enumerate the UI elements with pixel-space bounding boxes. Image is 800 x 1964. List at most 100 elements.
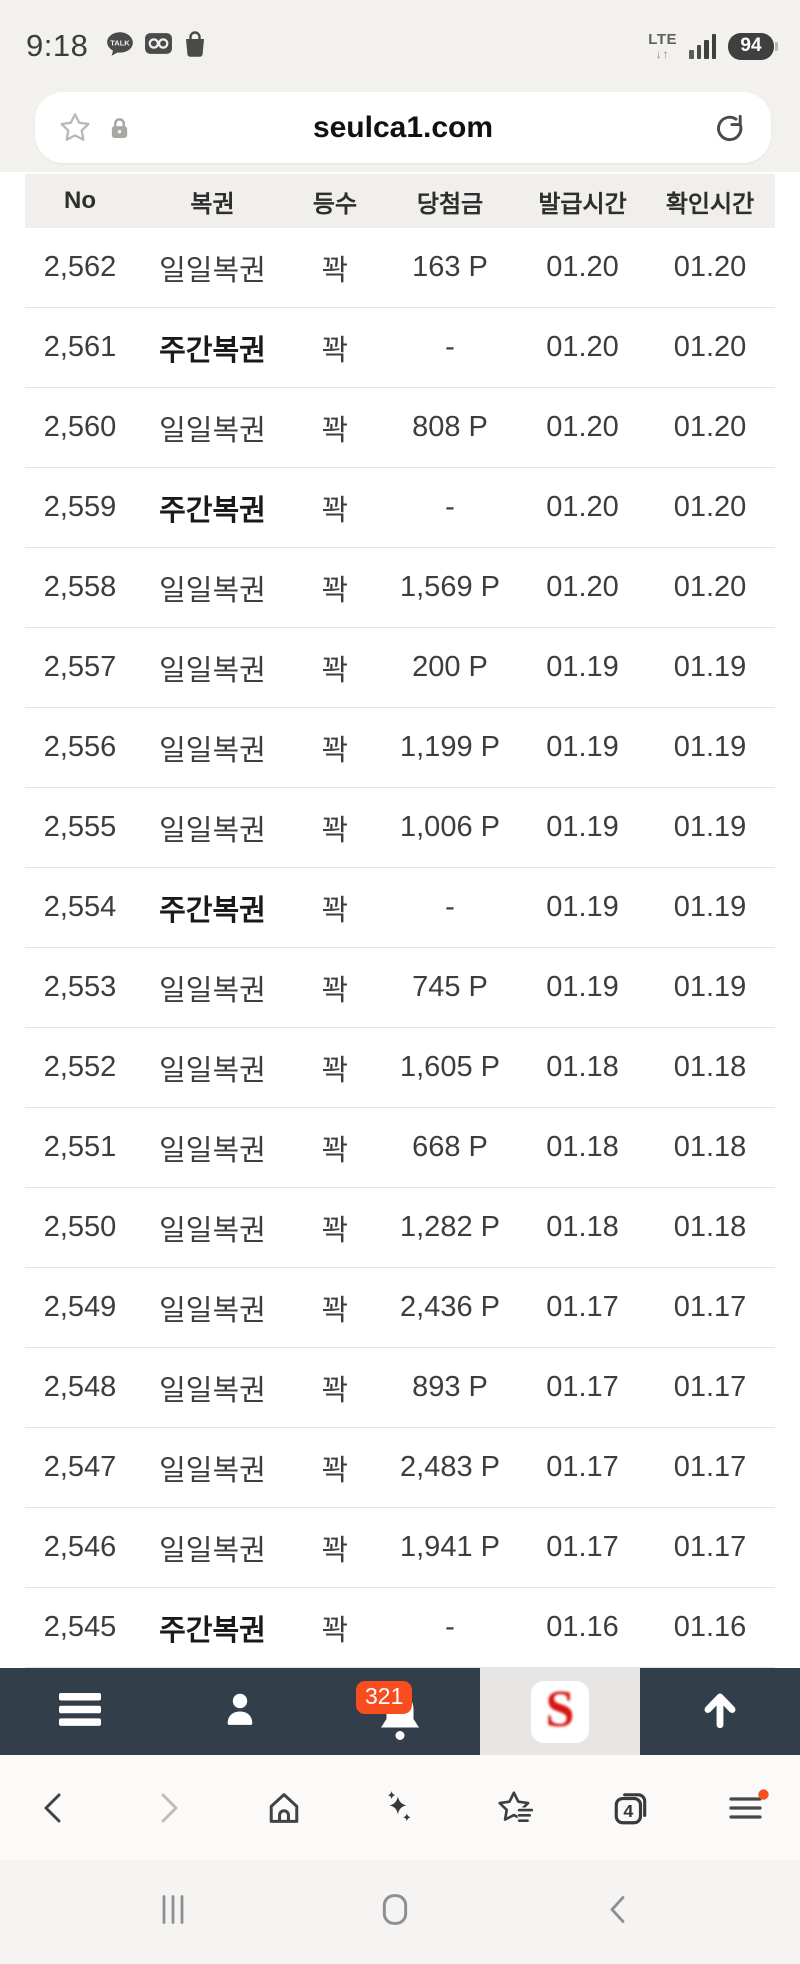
cell-rank: 꽉 [321,894,349,927]
cell-rank: 꽉 [321,254,349,287]
cell-prize: 893 P [412,1371,488,1403]
table-row[interactable]: 2,548 일일복권 꽉 893 P 01.17 01.17 [25,1348,775,1428]
cell-issued-time: 01.16 [546,1611,619,1643]
android-back-button[interactable] [606,1895,628,1930]
home-button[interactable] [382,1894,408,1931]
browser-bookmarks-button[interactable] [493,1785,539,1831]
cell-no: 2,556 [43,731,117,763]
site-home-logo-button[interactable]: S [480,1668,640,1755]
address-bar[interactable]: seulca1.com [35,92,771,163]
sparkles-icon [387,1790,411,1821]
cell-lottery-type: 일일복권 [159,734,266,767]
cell-checked-time: 01.19 [673,971,747,1003]
table-row[interactable]: 2,546 일일복권 꽉 1,941 P 01.17 01.17 [25,1508,775,1588]
cell-lottery-type: 일일복권 [159,974,266,1007]
cell-rank: 꽉 [321,1534,349,1567]
forward-icon [161,1793,178,1822]
table-row[interactable]: 2,551 일일복권 꽉 668 P 01.18 01.18 [25,1108,775,1188]
cell-checked-time: 01.18 [673,1211,747,1243]
browser-forward-button[interactable] [146,1785,192,1831]
cell-checked-time: 01.17 [673,1291,747,1323]
browser-home-button[interactable] [261,1785,307,1831]
table-row[interactable]: 2,547 일일복권 꽉 2,483 P 01.17 01.17 [25,1428,775,1508]
table-row[interactable]: 2,545 주간복권 꽉 - 01.16 01.16 [25,1588,775,1668]
cell-lottery-type: 일일복권 [159,1454,266,1487]
browser-back-button[interactable] [30,1785,76,1831]
table-row[interactable]: 2,553 일일복권 꽉 745 P 01.19 01.19 [25,948,775,1028]
table-row[interactable]: 2,554 주간복권 꽉 - 01.19 01.19 [25,868,775,948]
signal-bars-icon [689,33,716,59]
cell-prize: - [445,1611,455,1643]
up-arrow-icon [699,1688,741,1735]
cell-rank: 꽉 [321,494,349,527]
cell-prize: 1,006 P [400,811,500,843]
cell-checked-time: 01.19 [673,891,747,923]
cell-prize: 200 P [412,651,488,683]
cell-prize: - [445,491,455,523]
menu-icon [729,1788,769,1819]
table-row[interactable]: 2,550 일일복권 꽉 1,282 P 01.18 01.18 [25,1188,775,1268]
table-body: 2,562 일일복권 꽉 163 P 01.20 01.20 2,561 주간복… [25,228,775,1668]
cell-lottery-type: 일일복권 [159,814,266,847]
cell-lottery-type: 주간복권 [159,1614,266,1647]
table-row[interactable]: 2,557 일일복권 꽉 200 P 01.19 01.19 [25,628,775,708]
refresh-icon[interactable] [712,110,747,150]
site-menu-button[interactable] [0,1668,160,1755]
person-icon [222,1691,258,1733]
cell-checked-time: 01.20 [673,331,747,363]
cell-rank: 꽉 [321,1134,349,1167]
status-bar: 9:18 TALK LTE ↓↑ [0,0,800,92]
browser-tabs-button[interactable]: 4 [608,1785,654,1831]
table-row[interactable]: 2,559 주간복권 꽉 - 01.20 01.20 [25,468,775,548]
cell-checked-time: 01.19 [673,731,747,763]
lock-icon[interactable] [109,115,130,146]
tabs-icon: 4 [614,1792,647,1824]
col-header-lottery: 복권 [190,190,235,218]
browser-ai-button[interactable] [377,1785,423,1831]
cell-checked-time: 01.19 [673,811,747,843]
cell-rank: 꽉 [321,734,349,767]
scroll-to-top-button[interactable] [640,1668,800,1755]
table-header: No 복권 등수 당첨금 발급시간 확인시간 [25,174,775,228]
col-header-rank: 등수 [312,190,358,218]
home-icon [270,1792,299,1823]
cell-checked-time: 01.20 [673,571,747,603]
browser-menu-button[interactable] [724,1785,770,1831]
cell-prize: 1,941 P [400,1531,500,1563]
col-header-checked: 확인시간 [665,190,755,218]
cell-prize: 2,483 P [400,1451,500,1483]
table-row[interactable]: 2,561 주간복권 꽉 - 01.20 01.20 [25,308,775,388]
recents-icon [162,1895,184,1924]
cell-lottery-type: 일일복권 [159,254,266,287]
top-area: 9:18 TALK LTE ↓↑ [0,0,800,172]
cell-no: 2,559 [43,491,117,523]
bookmark-star-icon[interactable] [57,111,93,150]
cell-issued-time: 01.17 [546,1531,619,1563]
cell-checked-time: 01.20 [673,411,747,443]
cell-issued-time: 01.19 [546,731,619,763]
table-row[interactable]: 2,560 일일복권 꽉 808 P 01.20 01.20 [25,388,775,468]
recents-button[interactable] [160,1895,186,1930]
recorder-icon [144,31,173,61]
cell-checked-time: 01.17 [673,1531,747,1563]
cell-checked-time: 01.18 [673,1131,747,1163]
cell-no: 2,555 [43,811,117,843]
cell-issued-time: 01.18 [546,1211,619,1243]
table-row[interactable]: 2,549 일일복권 꽉 2,436 P 01.17 01.17 [25,1268,775,1348]
table-row[interactable]: 2,562 일일복권 꽉 163 P 01.20 01.20 [25,228,775,308]
cell-no: 2,554 [43,891,117,923]
cell-lottery-type: 일일복권 [159,654,266,687]
cell-issued-time: 01.19 [546,971,619,1003]
table-row[interactable]: 2,556 일일복권 꽉 1,199 P 01.19 01.19 [25,708,775,788]
browser-toolbar: 4 [0,1755,800,1860]
url-text[interactable]: seulca1.com [312,111,494,144]
site-notifications-button[interactable]: 321 [320,1668,480,1755]
cell-prize: 163 P [412,251,488,283]
table-row[interactable]: 2,558 일일복권 꽉 1,569 P 01.20 01.20 [25,548,775,628]
table-row[interactable]: 2,552 일일복권 꽉 1,605 P 01.18 01.18 [25,1028,775,1108]
cell-rank: 꽉 [321,414,349,447]
cell-no: 2,546 [43,1531,117,1563]
table-row[interactable]: 2,555 일일복권 꽉 1,006 P 01.19 01.19 [25,788,775,868]
site-profile-button[interactable] [160,1668,320,1755]
lottery-table: No 복권 등수 당첨금 발급시간 확인시간 2,562 일일복권 꽉 163 … [25,174,775,1668]
